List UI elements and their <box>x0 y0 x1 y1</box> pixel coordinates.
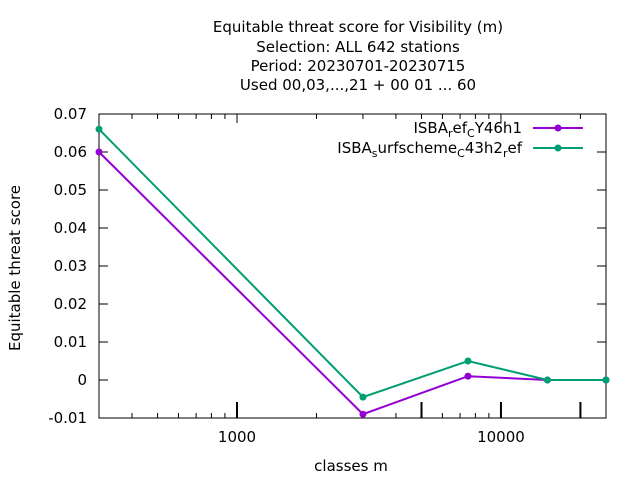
title-line: Period: 20230701-20230715 <box>251 57 466 75</box>
x-axis-label: classes m <box>314 457 388 475</box>
data-point <box>464 357 472 365</box>
x-tick-label: 10000 <box>477 428 525 446</box>
legend-subscript: r <box>503 147 508 160</box>
data-point <box>359 410 367 418</box>
data-point <box>464 372 472 380</box>
legend-text-part: Y46h1 <box>474 119 522 137</box>
legend-label: ISBArefCY46h1 <box>413 119 522 140</box>
data-point <box>543 376 551 384</box>
legend-text-part: ISBA <box>413 119 448 137</box>
y-tick-label: 0.07 <box>54 105 87 123</box>
series-line-2 <box>98 128 606 399</box>
data-point <box>359 393 367 401</box>
legend-text-part: urfscheme <box>378 139 458 157</box>
series-layer <box>95 125 610 418</box>
x-tick-label: 1000 <box>218 428 256 446</box>
y-tick-label: 0.04 <box>54 219 87 237</box>
title-line: Used 00,03,...,21 + 00 01 ... 60 <box>240 76 476 94</box>
legend-subscript: s <box>372 147 378 160</box>
y-axis-label: Equitable threat score <box>6 185 24 351</box>
title-line: Equitable threat score for Visibility (m… <box>213 18 503 36</box>
y-tick-label: 0.05 <box>54 181 87 199</box>
legend-text-part: ISBA <box>337 139 372 157</box>
y-tick-label: 0.06 <box>54 143 87 161</box>
y-tick-label: 0.03 <box>54 257 87 275</box>
y-tick-label: 0.02 <box>54 295 87 313</box>
y-tick-label: 0.01 <box>54 333 87 351</box>
data-point <box>95 148 103 156</box>
legend-text-part: 43h2 <box>465 139 503 157</box>
data-point <box>602 376 610 384</box>
plot-frame <box>98 113 607 419</box>
y-tick-label: 0 <box>77 371 87 389</box>
legend-marker <box>554 124 562 132</box>
legend-text-part: ef <box>507 139 522 157</box>
legend-subscript: C <box>457 147 465 160</box>
title-line: Selection: ALL 642 stations <box>256 38 460 56</box>
legend-text-part: ef <box>452 119 467 137</box>
chart-title: Equitable threat score for Visibility (m… <box>213 18 503 94</box>
legend-label: ISBAsurfschemeC43h2ref <box>337 139 522 160</box>
data-point <box>95 125 103 133</box>
legend-subscript: r <box>448 127 453 140</box>
legend-marker <box>554 144 562 152</box>
legend-subscript: C <box>467 127 475 140</box>
axes: -0.01 0 0.01 0.02 0.03 0.04 0.05 0.06 0.07 1000 10… <box>48 105 607 446</box>
y-tick-label: -0.01 <box>48 409 87 427</box>
